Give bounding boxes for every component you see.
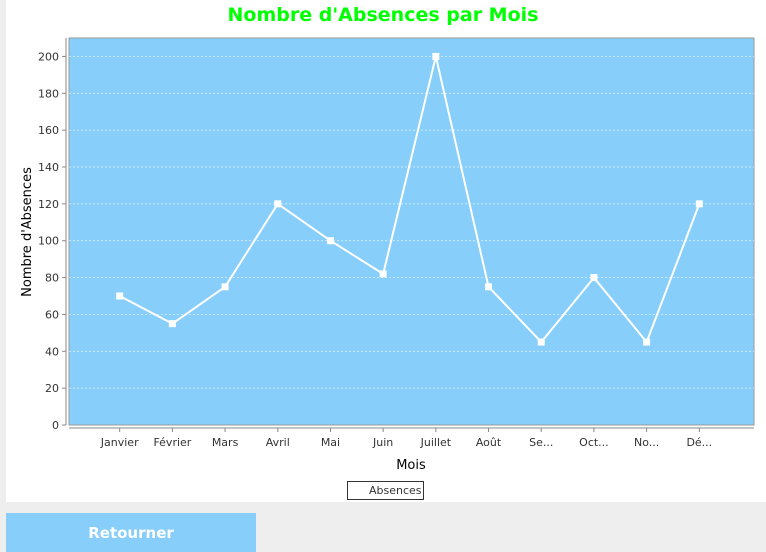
data-point	[379, 270, 387, 278]
y-ticks: 0 20 40 60 80 100 120 140 160 180 200	[38, 50, 66, 432]
data-point	[168, 320, 176, 328]
y-axis-title: Nombre d'Absences	[20, 167, 35, 297]
x-tick-label: Juillet	[420, 436, 452, 449]
y-tick-label: 40	[45, 345, 59, 358]
data-point	[537, 338, 545, 346]
y-tick-label: 0	[52, 419, 59, 432]
x-axis-title: Mois	[396, 458, 426, 473]
x-tick-label: No...	[634, 436, 659, 449]
series-absences	[116, 52, 703, 346]
legend-swatch-absences	[354, 486, 362, 495]
x-tick-label: Dé...	[686, 436, 712, 449]
data-point	[116, 292, 124, 300]
y-tick-label: 160	[38, 124, 59, 137]
x-tick-label: Oct...	[579, 436, 609, 449]
x-tick-label: Avril	[266, 436, 290, 449]
y-tick-label: 200	[38, 50, 59, 63]
y-tick-label: 180	[38, 87, 59, 100]
data-point	[695, 200, 703, 208]
x-tick-label: Se...	[529, 436, 553, 449]
x-tick-label: Août	[476, 436, 502, 449]
y-tick-label: 60	[45, 308, 59, 321]
data-point	[221, 283, 229, 291]
data-point	[432, 52, 440, 60]
series-line	[119, 55, 701, 344]
y-tick-label: 100	[38, 235, 59, 248]
chart-title: Nombre d'Absences par Mois	[227, 4, 539, 26]
back-button[interactable]: Retourner	[6, 513, 256, 552]
x-tick-label: Mars	[212, 436, 239, 449]
plot-area	[68, 37, 755, 426]
y-tick-label: 140	[38, 161, 59, 174]
data-point	[590, 274, 598, 282]
legend: Absences	[347, 481, 424, 500]
y-tick-label: 120	[38, 198, 59, 211]
data-point	[485, 283, 493, 291]
legend-label-absences: Absences	[369, 484, 422, 497]
x-tick-label: Juin	[372, 436, 393, 449]
data-point	[643, 338, 651, 346]
data-point	[326, 237, 334, 245]
data-point	[274, 200, 282, 208]
line-chart: 0 20 40 60 80 100 120 140 160 180 200 Janvier Févri…	[20, 37, 755, 473]
x-tick-label: Mai	[321, 436, 340, 449]
y-tick-label: 20	[45, 382, 59, 395]
x-ticks: Janvier Février Mars Avril Mai Juin Juillet Aoû…	[100, 428, 712, 449]
y-tick-label: 80	[45, 272, 59, 285]
x-tick-label: Février	[153, 436, 191, 449]
x-tick-label: Janvier	[100, 436, 139, 449]
